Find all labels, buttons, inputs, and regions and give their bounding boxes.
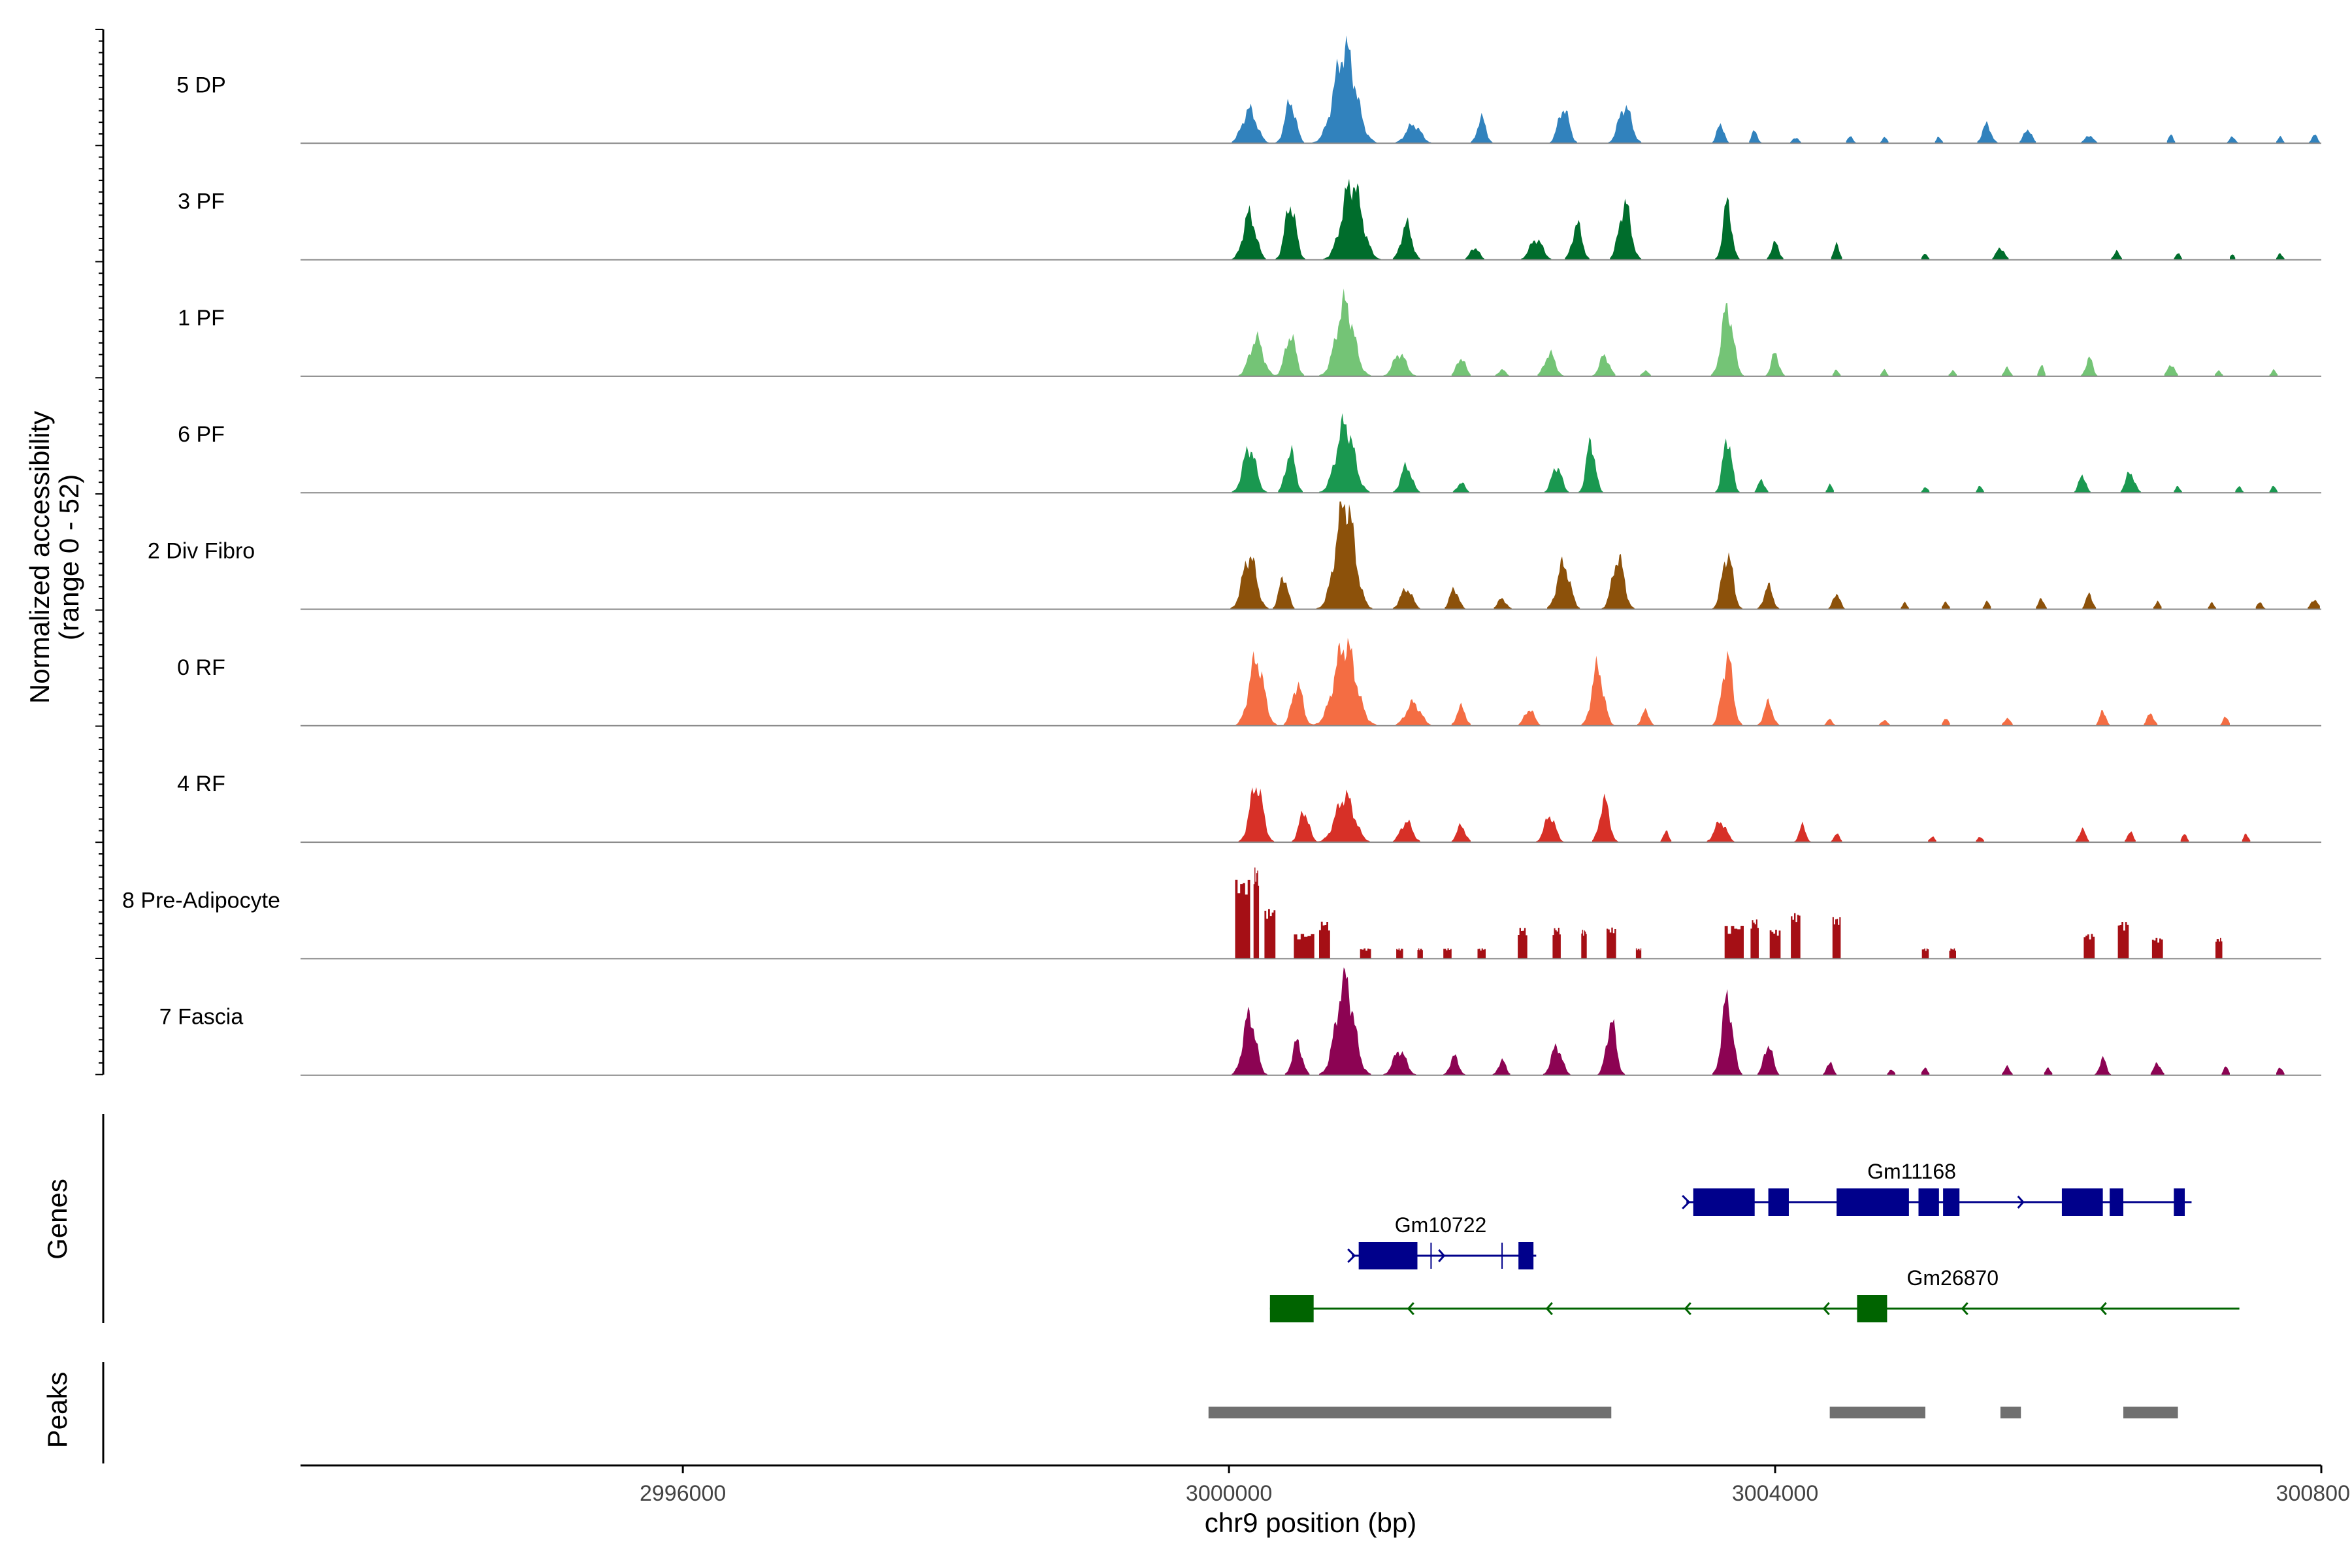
track-4: 6 PF xyxy=(178,413,2321,494)
x-tick-label: 300800 xyxy=(2276,1481,2350,1506)
track-label: 0 RF xyxy=(177,655,225,680)
track-area xyxy=(1238,787,2251,843)
strand-arrow xyxy=(1961,1302,1968,1315)
peak-region xyxy=(2000,1407,2021,1418)
y-axis-label-line2: (range 0 - 52) xyxy=(54,474,84,640)
strand-arrow xyxy=(1822,1302,1830,1315)
strand-arrow xyxy=(2099,1302,2107,1315)
accessibility-tracks: 5 DP 3 PF 1 PF 6 PF 2 Div Fibro 0 RF 4 RF 8 Pre… xyxy=(122,35,2321,1076)
exon xyxy=(2061,1188,2103,1216)
gene-Gm10722: Gm10722 xyxy=(1347,1213,1537,1269)
gene-label: Gm26870 xyxy=(1906,1266,1999,1290)
exon xyxy=(1837,1188,1909,1216)
strand-arrow xyxy=(2017,1196,2025,1209)
track-2: 3 PF xyxy=(178,178,2321,261)
x-tick-label: 3000000 xyxy=(1186,1481,1272,1506)
peak-region xyxy=(1208,1407,1612,1418)
strand-arrow xyxy=(1682,1194,1691,1210)
exon xyxy=(1918,1188,1939,1216)
gene-label: Gm10722 xyxy=(1395,1213,1487,1237)
genes-panel-label: Genes xyxy=(42,1179,73,1260)
x-axis: 2996000 3000000 3004000 300800 xyxy=(95,29,2350,1506)
gene-Gm26870: Gm26870 xyxy=(1269,1266,2240,1322)
peak-region xyxy=(2123,1407,2178,1418)
strand-arrow xyxy=(1438,1249,1446,1262)
peaks-panel xyxy=(102,1362,2178,1463)
track-area xyxy=(1232,35,2320,144)
exon xyxy=(1693,1188,1755,1216)
track-1: 5 DP xyxy=(176,35,2321,144)
exon xyxy=(1857,1295,1887,1322)
track-label: 5 DP xyxy=(176,73,226,97)
exon xyxy=(2110,1188,2123,1216)
gene-label: Gm11168 xyxy=(1867,1160,1956,1183)
x-axis-title: chr9 position (bp) xyxy=(1205,1507,1417,1538)
track-area xyxy=(1232,967,2285,1075)
track-area xyxy=(1232,413,2278,493)
strand-arrow xyxy=(1545,1302,1553,1315)
exon xyxy=(1768,1188,1789,1216)
track-9: 7 Fascia xyxy=(159,967,2321,1076)
y-axis-label-line1: Normalized accessibility xyxy=(24,411,55,704)
strand-arrow xyxy=(1407,1302,1414,1315)
strand-arrow xyxy=(1684,1302,1691,1315)
peaks-panel-label: Peaks xyxy=(42,1372,73,1448)
track-area xyxy=(1230,501,2320,610)
exon xyxy=(1358,1242,1418,1269)
exon xyxy=(2174,1188,2185,1216)
peak-region xyxy=(1829,1407,1925,1418)
track-label: 4 RF xyxy=(177,772,225,796)
track-area xyxy=(1235,638,2230,726)
track-label: 1 PF xyxy=(178,306,225,331)
track-area xyxy=(1235,867,2223,959)
track-7: 4 RF xyxy=(177,772,2321,843)
gene-annotation-panel: Gm11168 Gm10722 Gm26870 xyxy=(102,1114,2240,1323)
track-label: 6 PF xyxy=(178,422,225,447)
x-tick-label: 3004000 xyxy=(1732,1481,1818,1506)
track-8: 8 Pre-Adipocyte xyxy=(122,867,2321,960)
track-area xyxy=(1238,288,2278,376)
track-3: 1 PF xyxy=(178,288,2321,377)
track-label: 8 Pre-Adipocyte xyxy=(122,888,280,913)
track-6: 0 RF xyxy=(177,638,2321,727)
track-label: 3 PF xyxy=(178,189,225,214)
track-5: 2 Div Fibro xyxy=(148,501,2321,610)
x-tick-label: 2996000 xyxy=(640,1481,726,1506)
track-label: 7 Fascia xyxy=(159,1005,244,1030)
exon xyxy=(1269,1295,1314,1322)
strand-arrow xyxy=(1347,1248,1356,1264)
track-area xyxy=(1232,178,2285,260)
track-label: 2 Div Fibro xyxy=(148,539,255,564)
gene-Gm11168: Gm11168 xyxy=(1682,1160,2192,1216)
exon xyxy=(1518,1242,1534,1269)
exon xyxy=(1943,1188,1960,1216)
